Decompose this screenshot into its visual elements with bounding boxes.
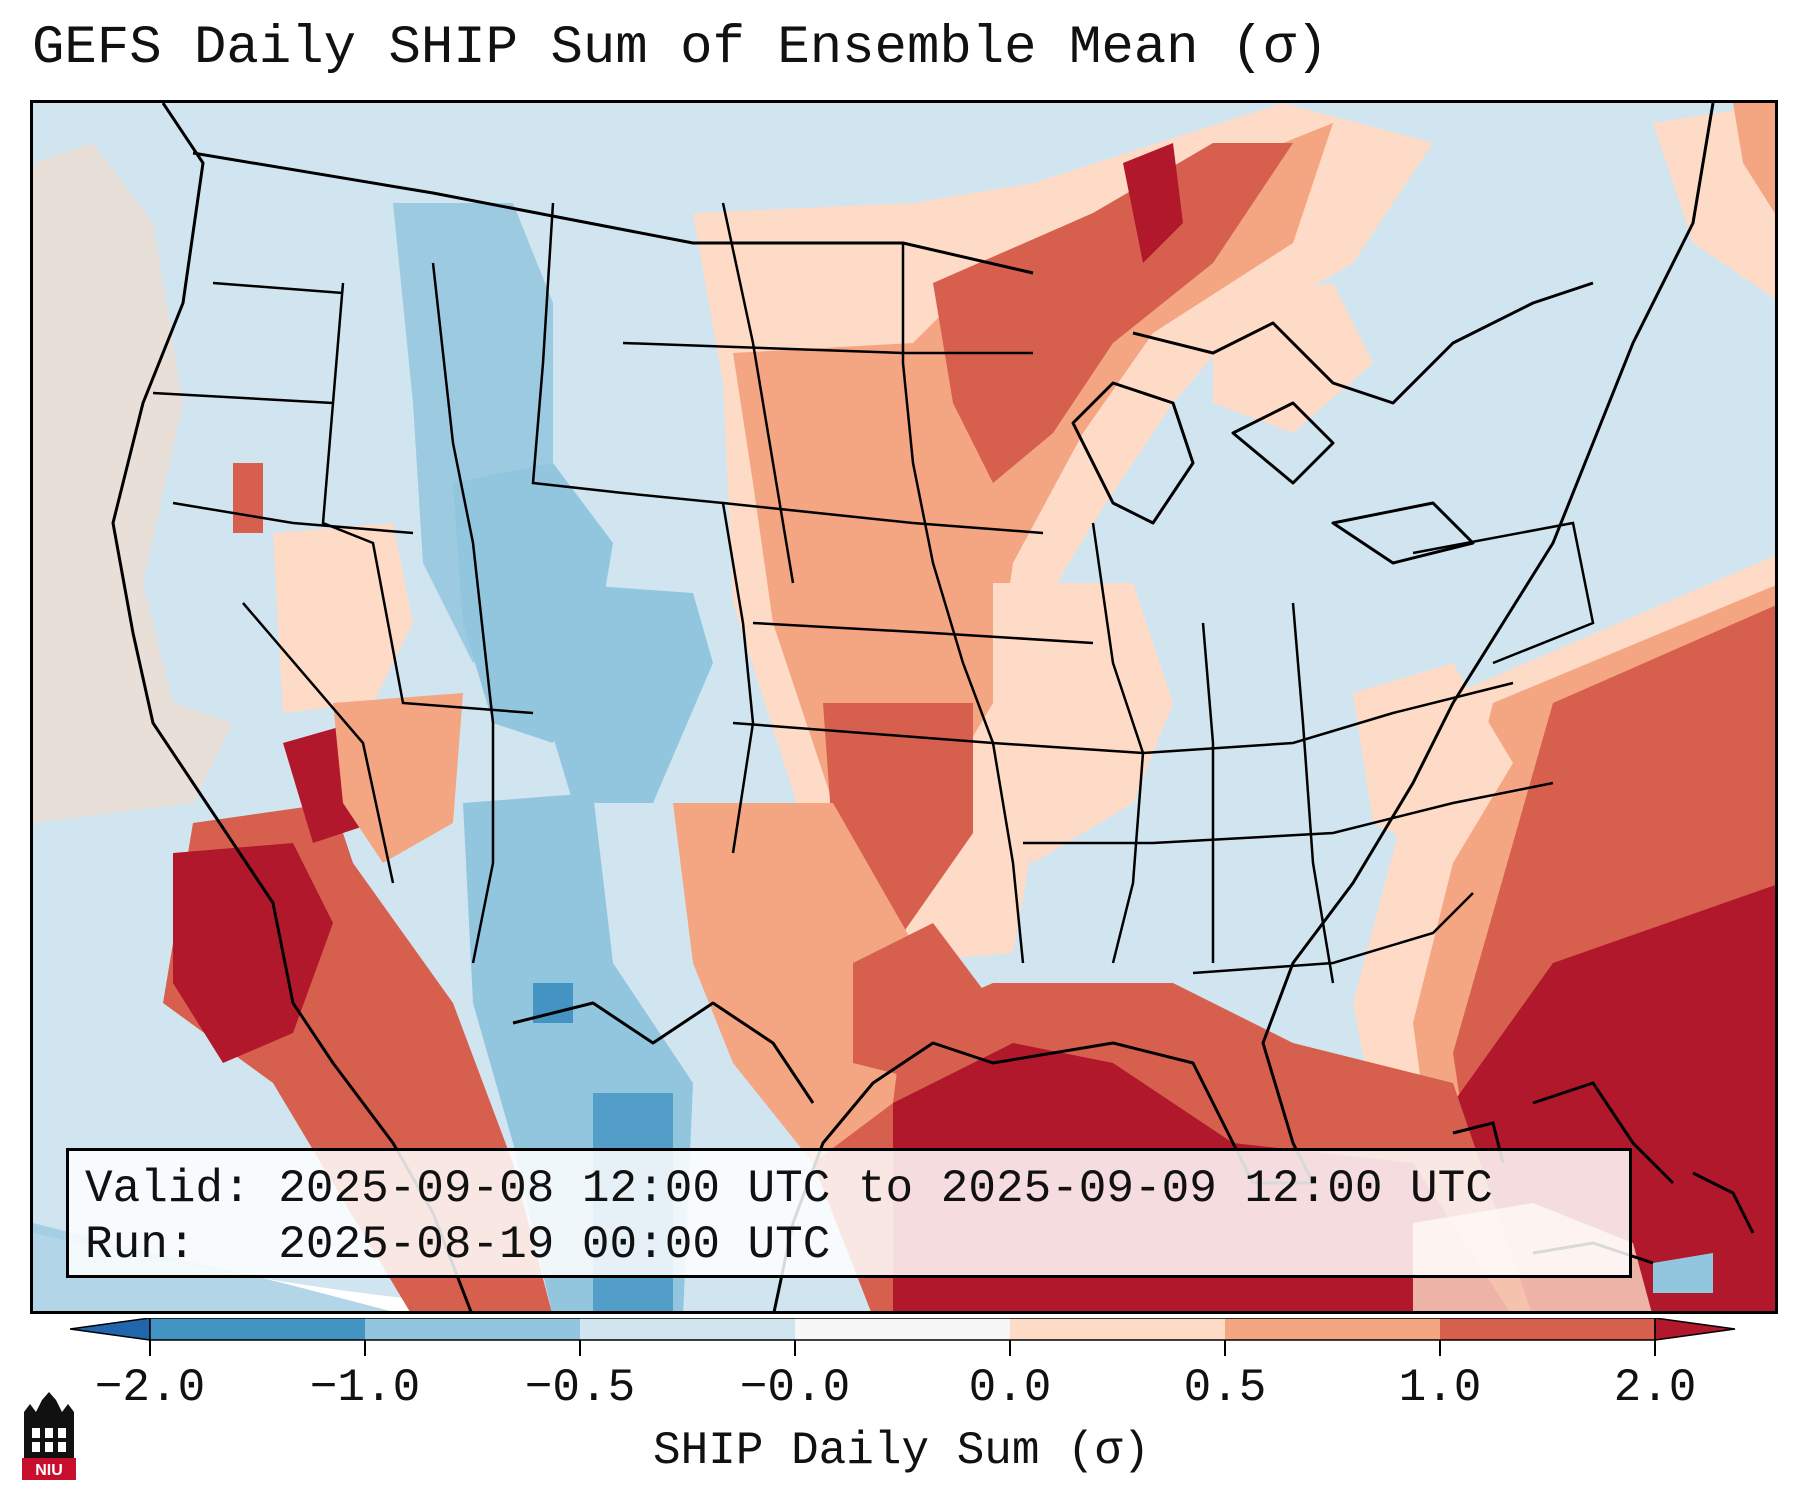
state-border: [172, 501, 414, 535]
state-border: [732, 721, 1144, 755]
state-border: [622, 341, 1033, 355]
colorbar-bin: [580, 1318, 795, 1340]
colorbar-outline: [149, 1318, 1656, 1341]
lake-huron: [1231, 401, 1335, 485]
state-border: [1023, 781, 1554, 845]
state-border: [1142, 681, 1514, 755]
logo-tower-body: [24, 1420, 74, 1458]
state-border: [431, 262, 495, 964]
run-label: Run:: [85, 1219, 196, 1271]
state-border: [1412, 521, 1595, 665]
colorbar-tick-label: −2.0: [94, 1362, 206, 1414]
shade-region: [33, 143, 233, 823]
colorbar-bin: [795, 1318, 1010, 1340]
state-border: [1192, 892, 1474, 975]
state-border: [1291, 602, 1335, 984]
colorbar-tick-label: 2.0: [1613, 1362, 1697, 1414]
island-outline: [1532, 1081, 1675, 1185]
anomaly-field: [33, 103, 1775, 1311]
state-border: [901, 243, 1025, 964]
shade-region: [733, 123, 1333, 803]
colorbar-tick-label: −0.0: [739, 1362, 851, 1414]
state-border: [721, 202, 795, 584]
state-borders: [152, 202, 1595, 984]
colorbar-tick-label: 0.0: [968, 1362, 1052, 1414]
shade-region: [173, 843, 333, 1063]
lake-michigan: [1071, 381, 1195, 525]
state-border: [152, 391, 334, 405]
atlantic-gulf-coastline: [772, 103, 1715, 1311]
colorbar: [70, 1318, 1736, 1356]
colorbar-bin: [150, 1318, 365, 1340]
logo-badge: [22, 1458, 76, 1480]
state-border: [321, 282, 534, 715]
run-value: 2025-08-19 00:00 UTC: [278, 1219, 831, 1271]
chart-title: GEFS Daily SHIP Sum of Ensemble Mean (σ): [32, 18, 1329, 79]
logo-windows: [32, 1428, 66, 1452]
logo-tower-top: [24, 1392, 74, 1420]
niu-logo: NIU: [22, 1392, 76, 1480]
logo-text: NIU: [35, 1462, 63, 1479]
colorbar-bin: [1010, 1318, 1225, 1340]
colorbar-tick-label: 0.5: [1183, 1362, 1267, 1414]
shade-region: [233, 463, 263, 533]
shade-region: [673, 803, 913, 1163]
shade-region: [1653, 1253, 1713, 1293]
state-border: [722, 501, 1044, 535]
colorbar-bin: [365, 1318, 580, 1340]
valid-label: Valid:: [85, 1163, 251, 1215]
colorbar-tick-label: −1.0: [309, 1362, 421, 1414]
island-outline: [1692, 1171, 1755, 1234]
state-border: [212, 281, 344, 295]
shade-region: [333, 693, 463, 863]
shade-region: [1213, 283, 1373, 433]
pacific-coastline: [111, 103, 473, 1311]
rio-grande-border: [512, 1001, 815, 1104]
shade-region: [933, 143, 1293, 483]
colorbar-label: SHIP Daily Sum (σ): [653, 1425, 1150, 1477]
map-panel: [30, 100, 1778, 1314]
colorbar-extend-high: [1654, 1318, 1736, 1341]
state-border: [752, 621, 1094, 645]
map-svg: [33, 103, 1775, 1311]
colorbar-tick-label: 1.0: [1398, 1362, 1482, 1414]
great-lakes-outline: [1132, 281, 1594, 405]
info-box: Valid: 2025-09-08 12:00 UTC to 2025-09-0…: [66, 1148, 1632, 1278]
shade-region: [993, 583, 1173, 863]
colorbar-ticks: [149, 1340, 1656, 1356]
canada-border: [192, 151, 1034, 275]
shade-region: [853, 923, 993, 1083]
state-border: [242, 602, 395, 884]
map-outlines: [111, 103, 1715, 1311]
colorbar-bin: [1225, 1318, 1440, 1340]
shade-region: [1123, 143, 1183, 263]
colorbar-tick-label: −0.5: [524, 1362, 636, 1414]
shade-region: [543, 583, 713, 803]
colorbar-bin: [1440, 1318, 1655, 1340]
state-border: [531, 202, 755, 854]
valid-value: 2025-09-08 12:00 UTC to 2025-09-09 12:00…: [278, 1163, 1493, 1215]
state-border: [1201, 622, 1215, 963]
shade-region: [1733, 103, 1775, 214]
colorbar-extend-low: [70, 1318, 151, 1341]
shade-region: [533, 983, 573, 1023]
